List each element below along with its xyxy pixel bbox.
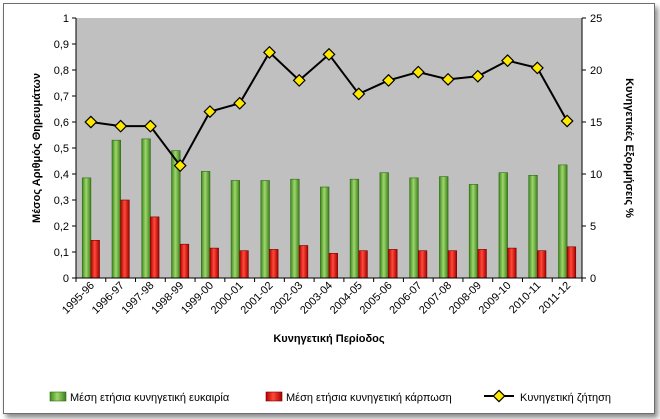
bar-opportunity-2010-11: [528, 175, 538, 279]
bar-harvest-2011-12: [566, 246, 577, 279]
bar-harvest-1999-00: [209, 247, 219, 279]
x-axis-title: Κυνηγετική Περίοδος: [273, 333, 385, 345]
chart: 0 0,1 0,2 0,3 0,4 0,5 0,6 0,7 0,8 0,9 1 0 5 10 15 20 25…: [31, 13, 635, 404]
legend-label-demand: Κυνηγετική ζήτηση: [520, 392, 611, 404]
bar-opportunity-2003-04: [320, 186, 330, 279]
left-tick-label: 1: [63, 13, 69, 25]
bar-opportunity-2002-03: [290, 178, 300, 279]
bar-harvest-2008-09: [477, 249, 487, 279]
demand-marker-2004-05: [352, 87, 366, 101]
demand-marker-1999-00: [203, 105, 217, 119]
bar-opportunity-1999-00: [201, 171, 211, 279]
left-tick-label: 0,6: [54, 117, 69, 129]
demand-marker-2000-01: [233, 96, 247, 110]
left-tick-label: 0,7: [54, 91, 69, 103]
right-tick-label: 25: [590, 13, 602, 25]
left-tick-label: 0,1: [54, 247, 69, 259]
x-axis-ticks: 1995-961996-971997-981998-991999-002000-…: [60, 278, 583, 317]
y2-axis-title: Κυνηγετικές Εξορμήσεις %: [623, 78, 635, 218]
demand-marker-1998-99: [173, 159, 187, 173]
bar-harvest-2006-07: [417, 250, 428, 279]
left-tick-label: 0,3: [54, 195, 69, 207]
bar-harvest-2007-08: [447, 250, 457, 279]
demand-marker-2011-12: [560, 114, 574, 128]
bar-opportunity-2011-12: [558, 164, 568, 279]
bar-harvest-2000-01: [239, 250, 249, 279]
demand-marker-1995-96: [84, 115, 98, 129]
bar-opportunity-1995-96: [81, 177, 92, 279]
legend-swatch-red: [265, 391, 283, 402]
legend-label-harvest: Μέση ετήσια κυνηγετική κάρπωση: [286, 392, 452, 404]
legend: Μέση ετήσια κυνηγετική ευκαιρία Μέση ετή…: [49, 389, 611, 404]
left-axis-ticks: 0 0,1 0,2 0,3 0,4 0,5 0,6 0,7 0,8 0,9 1: [54, 13, 76, 285]
bar-opportunity-2008-09: [468, 184, 479, 279]
right-tick-label: 5: [590, 221, 596, 233]
right-tick-label: 10: [590, 169, 602, 181]
right-tick-label: 0: [590, 273, 596, 285]
bar-harvest-2010-11: [537, 250, 547, 279]
bar-harvest-1998-99: [179, 243, 190, 279]
right-axis-ticks: 0 5 10 15 20 25: [582, 13, 602, 285]
demand-marker-2007-08: [441, 72, 455, 86]
demand-marker-2005-06: [382, 73, 396, 87]
legend-label-opportunity: Μέση ετήσια κυνηγετική ευκαιρία: [70, 392, 230, 404]
legend-marker-demand: [492, 389, 506, 403]
chart-frame: 0 0,1 0,2 0,3 0,4 0,5 0,6 0,7 0,8 0,9 1 0 5 10 15 20 25…: [3, 3, 655, 414]
bar-opportunity-2000-01: [230, 180, 241, 279]
demand-marker-2010-11: [530, 61, 544, 75]
line-layer: [84, 45, 574, 173]
left-tick-label: 0,8: [54, 65, 69, 77]
bar-harvest-1997-98: [150, 216, 160, 279]
left-tick-label: 0: [63, 273, 69, 285]
bar-harvest-2001-02: [269, 249, 279, 279]
bar-opportunity-1996-97: [111, 139, 121, 279]
legend-swatch-green: [49, 391, 67, 402]
demand-marker-2008-09: [471, 69, 485, 83]
bar-harvest-1996-97: [120, 199, 130, 279]
demand-marker-2001-02: [262, 45, 276, 59]
y-axis-title: Μέσος Αριθμός Θηρευμάτων: [31, 73, 43, 223]
bar-harvest-2009-10: [507, 247, 517, 279]
bar-opportunity-2004-05: [349, 178, 360, 279]
bar-opportunity-2007-08: [439, 176, 449, 279]
bar-harvest-2005-06: [388, 249, 398, 279]
x-tick-label: 2011-12: [537, 280, 573, 316]
bar-opportunity-2001-02: [260, 180, 270, 279]
demand-marker-2003-04: [322, 47, 336, 61]
left-tick-label: 0,4: [54, 169, 69, 181]
demand-marker-2009-10: [501, 54, 515, 68]
demand-marker-1997-98: [143, 119, 157, 133]
x-tick-label: 2009-10: [477, 280, 514, 317]
bar-harvest-2002-03: [298, 245, 309, 279]
demand-marker-2006-07: [411, 65, 425, 79]
bar-opportunity-2009-10: [498, 172, 508, 279]
bar-harvest-1995-96: [90, 240, 100, 279]
bar-opportunity-2006-07: [409, 177, 419, 279]
bar-harvest-2004-05: [358, 250, 368, 279]
bar-opportunity-1997-98: [141, 138, 151, 279]
bar-opportunity-2005-06: [379, 172, 389, 279]
left-tick-label: 0,5: [54, 143, 69, 155]
x-tick-label: 2010-11: [507, 280, 543, 316]
right-tick-label: 20: [590, 65, 602, 77]
left-tick-label: 0,2: [54, 221, 69, 233]
demand-marker-2002-03: [292, 73, 306, 87]
left-tick-label: 0,9: [54, 39, 69, 51]
bar-harvest-2003-04: [328, 253, 338, 279]
right-tick-label: 15: [590, 117, 602, 129]
demand-marker-1996-97: [114, 119, 128, 133]
